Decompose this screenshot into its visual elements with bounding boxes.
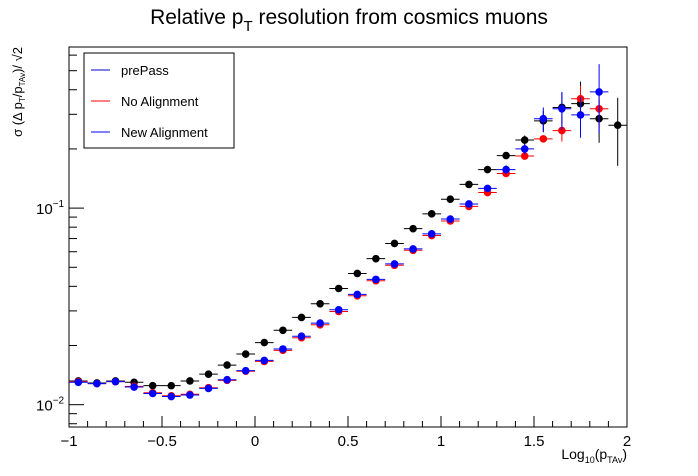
data-point — [167, 381, 176, 390]
data-point — [353, 269, 362, 278]
data-point — [465, 200, 473, 208]
data-point — [520, 145, 529, 153]
legend-label-no-alignment: No Alignment — [121, 94, 199, 109]
data-point — [502, 151, 510, 160]
data-point — [576, 111, 585, 119]
axis-ticks — [68, 54, 628, 427]
data-point — [241, 366, 250, 375]
data-point — [520, 136, 529, 144]
data-point — [446, 195, 455, 203]
data-point — [167, 392, 176, 401]
y-axis-label-a-sub: T — [18, 97, 27, 102]
series-new-alignment — [69, 64, 609, 401]
data-point — [279, 345, 287, 353]
data-point — [186, 377, 194, 385]
x-tick-label: 0.5 — [338, 433, 359, 450]
data-point — [279, 326, 287, 335]
chart-title-main: Relative p — [150, 6, 243, 29]
data-point — [260, 338, 269, 347]
x-tick-label: 1.5 — [524, 433, 545, 450]
data-point — [409, 245, 417, 253]
x-axis-label-a-sub: 10 — [585, 455, 595, 465]
data-point — [260, 356, 269, 365]
y-tick-label-base: 10 — [36, 201, 53, 218]
y-tick-label: 10−2 — [36, 396, 65, 415]
series-layer — [69, 64, 627, 401]
data-point — [223, 361, 231, 369]
data-point — [297, 313, 306, 322]
data-point — [334, 284, 343, 293]
data-point — [186, 391, 194, 399]
x-axis-label-b-sub: TAv — [607, 455, 623, 465]
data-point — [353, 290, 362, 299]
data-point — [539, 135, 548, 143]
data-point — [483, 165, 492, 174]
y-tick-labels: 10−110−2 — [36, 199, 65, 415]
data-point — [372, 275, 380, 284]
x-axis-label-c: ) — [622, 446, 627, 462]
data-point — [130, 383, 138, 391]
data-point — [613, 121, 622, 130]
chart-title-rest: resolution from cosmics muons — [253, 6, 548, 29]
data-point — [74, 378, 83, 387]
data-point — [409, 224, 417, 233]
x-tick-labels: −1 −0.5 0 0.5 1 1.5 2 — [60, 433, 631, 450]
y-axis-label: σ (Δ pT/pTAv)/ √2 — [10, 47, 27, 137]
data-point — [297, 332, 306, 341]
legend-label-prepass: prePass — [121, 63, 169, 78]
y-axis-label-b: /p — [10, 86, 25, 97]
legend-label-new-alignment: New Alignment — [121, 125, 208, 140]
legend: prePass No Alignment New Alignment — [83, 52, 235, 149]
x-axis-label-b: (p — [595, 446, 608, 462]
x-axis-label-a: Log — [561, 446, 584, 462]
data-point — [520, 152, 529, 160]
data-point — [316, 299, 324, 308]
x-tick-label: 1 — [437, 433, 445, 450]
data-point — [372, 254, 380, 263]
data-point — [558, 126, 566, 135]
data-point — [595, 88, 603, 96]
x-tick-label: 0 — [251, 433, 259, 450]
chart-title: Relative pT resolution from cosmics muon… — [150, 6, 548, 35]
data-point — [483, 184, 492, 193]
data-point — [390, 260, 399, 268]
y-tick-label-exponent: −2 — [53, 396, 65, 407]
chart-title-sub: T — [243, 18, 252, 35]
data-point — [465, 180, 473, 189]
x-axis-label: Log10(pTAv) — [561, 446, 627, 465]
data-point — [539, 114, 548, 123]
y-tick-label: 10−1 — [36, 199, 65, 218]
data-point — [111, 377, 120, 386]
data-point — [427, 210, 436, 218]
data-point — [204, 384, 213, 393]
x-tick-label: −1 — [60, 433, 77, 450]
data-point — [316, 319, 324, 327]
data-point — [223, 375, 231, 384]
data-point — [334, 305, 343, 314]
x-tick-label: 2 — [623, 433, 631, 450]
data-point — [390, 239, 399, 248]
x-tick-label: −0.5 — [147, 433, 177, 450]
data-point — [148, 389, 157, 398]
y-axis-label-b-sub: TAv — [18, 73, 27, 86]
data-point — [427, 230, 436, 238]
data-point — [93, 379, 101, 388]
y-tick-label-base: 10 — [36, 398, 53, 415]
y-axis-label-a: σ (Δ p — [10, 102, 25, 137]
y-axis-label-c: )/ √2 — [10, 47, 25, 73]
y-tick-label-exponent: −1 — [53, 199, 65, 210]
data-point — [558, 105, 566, 113]
data-point — [446, 215, 455, 223]
data-point — [241, 350, 250, 358]
data-point — [502, 165, 510, 174]
data-point — [148, 381, 157, 390]
data-point — [204, 370, 213, 378]
